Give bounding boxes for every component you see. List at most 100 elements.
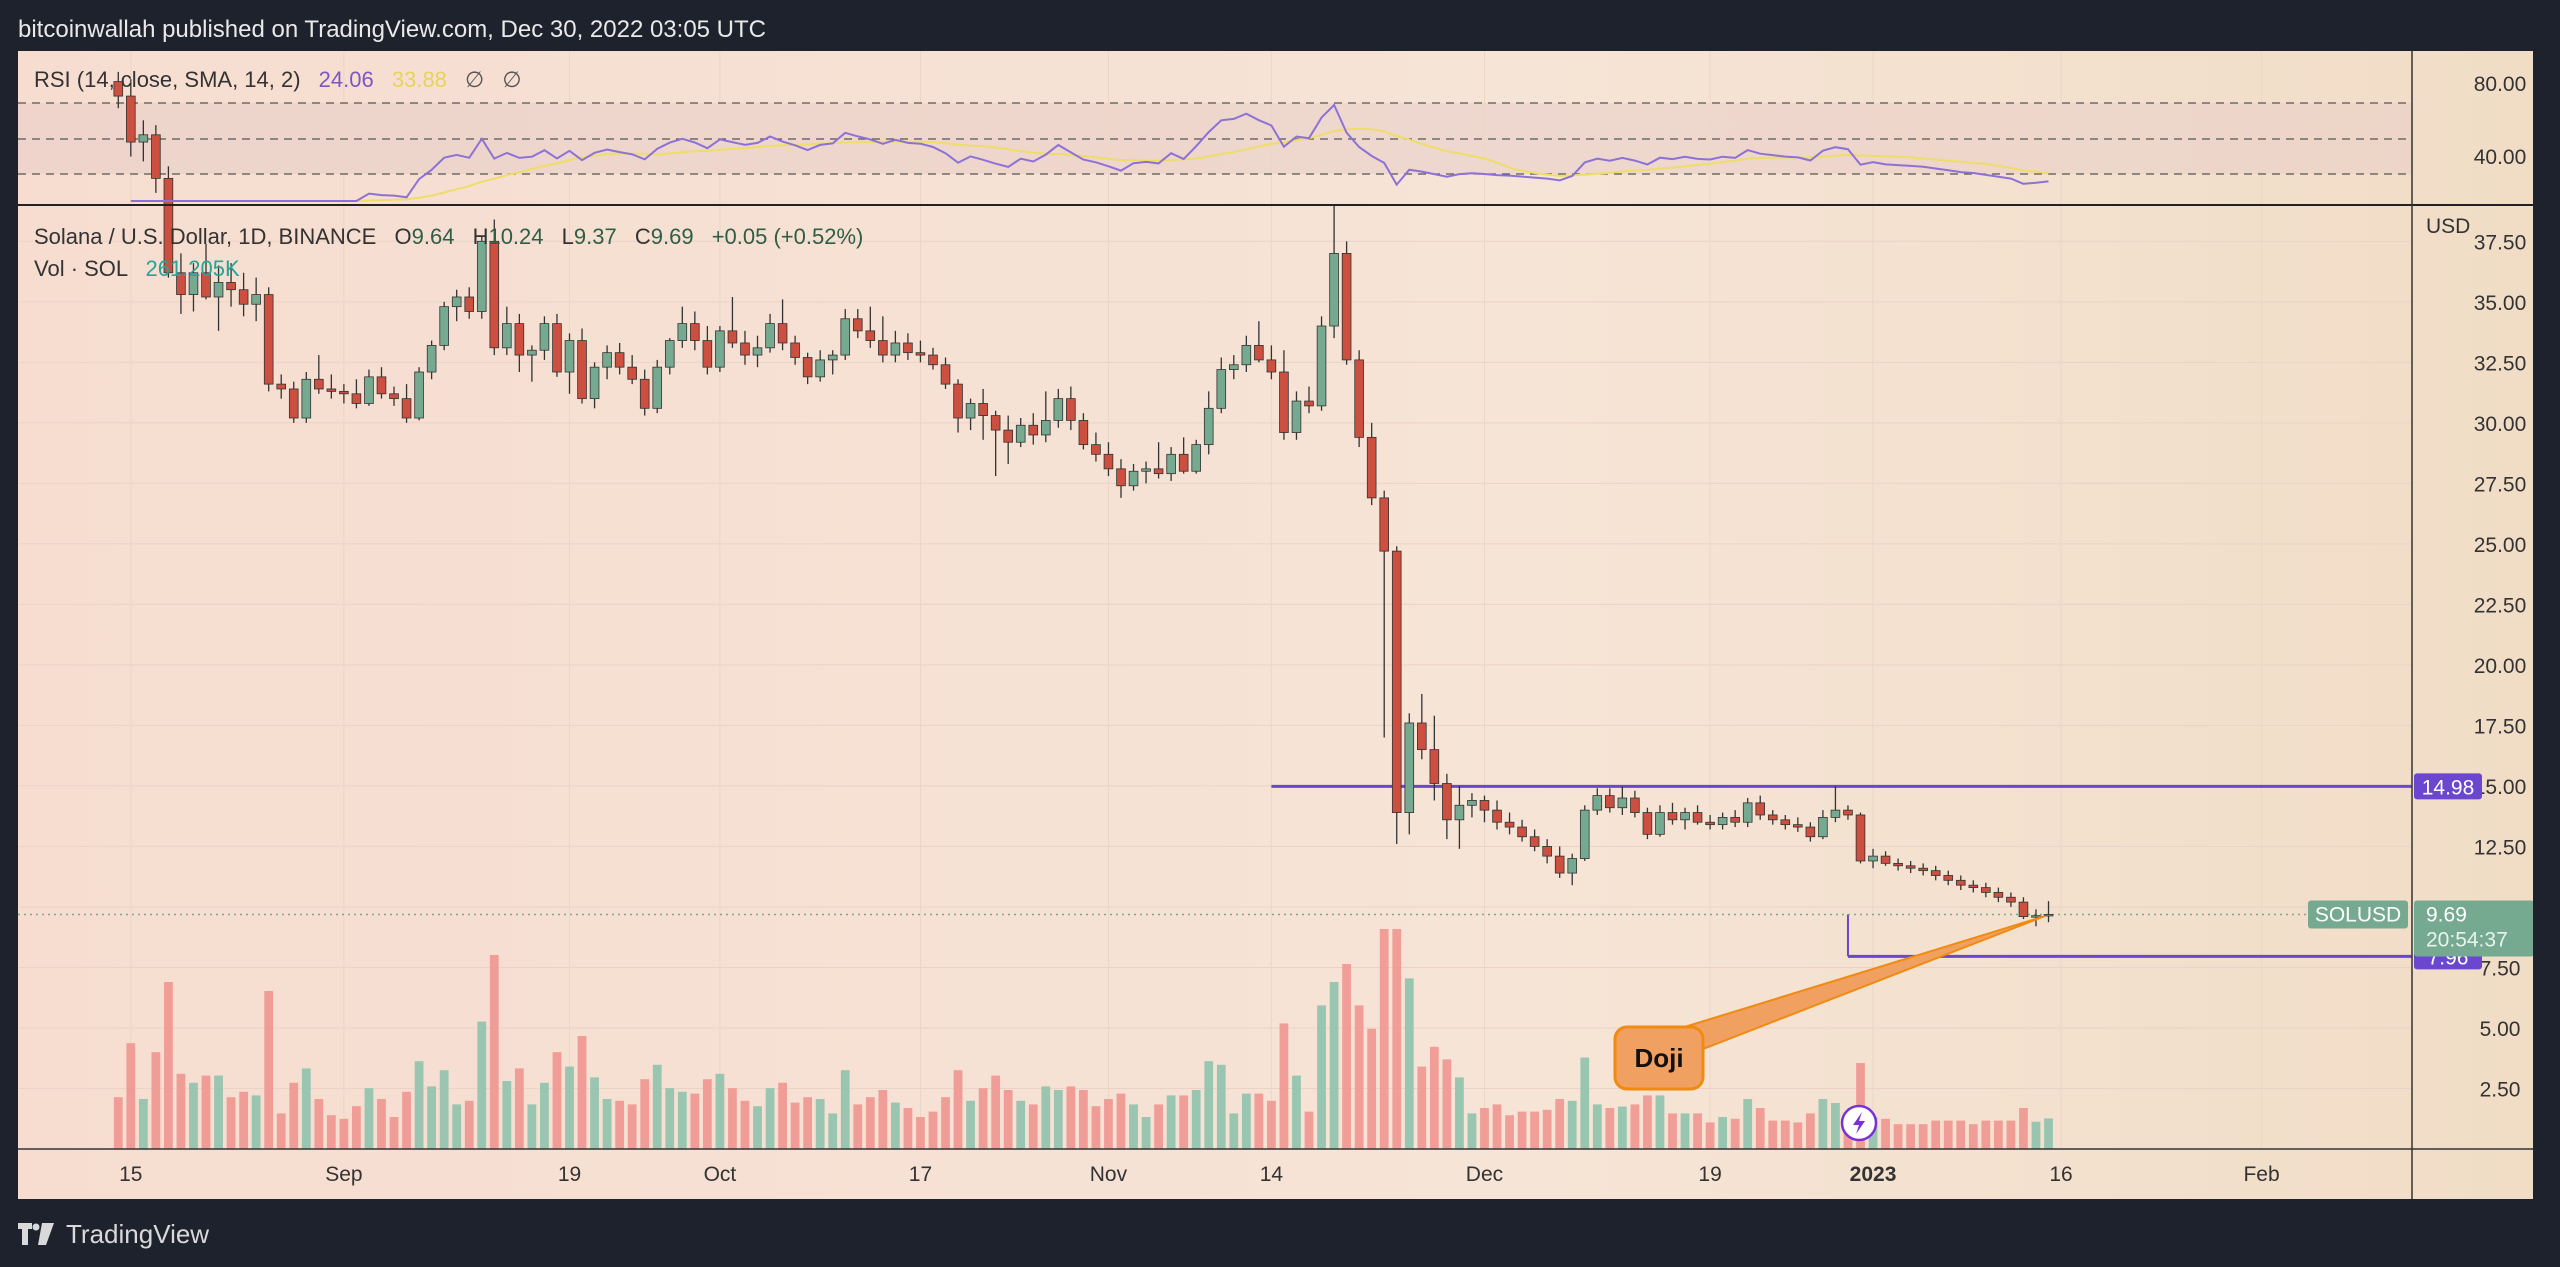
candle-body (1656, 813, 1665, 835)
candle-body (1706, 822, 1715, 824)
price-tick-label: 17.50 (2474, 715, 2527, 738)
volume-bar (126, 1043, 135, 1149)
main-legend[interactable]: Solana / U.S. Dollar, 1D, BINANCE O9.64 … (34, 224, 863, 249)
volume-bar (841, 1070, 850, 1149)
tradingview-brand[interactable]: TradingView (66, 1219, 209, 1250)
candle-body (277, 384, 286, 389)
candle-body (1605, 796, 1614, 808)
candle-body (1981, 888, 1990, 893)
time-tick-label: 16 (2049, 1163, 2072, 1186)
candle-body (1217, 370, 1226, 409)
candle-body (2007, 897, 2016, 902)
volume-bar (151, 1052, 160, 1149)
candle-body (1881, 856, 1890, 863)
candle-body (640, 379, 649, 408)
volume-bar (1367, 1029, 1376, 1149)
volume-bar (1994, 1121, 2003, 1149)
open-value: 9.64 (412, 224, 455, 249)
candle-body (1405, 723, 1414, 813)
currency-label: USD (2426, 215, 2470, 238)
candle-body (791, 343, 800, 358)
time-tick-label: 2023 (1850, 1163, 1897, 1186)
candle-body (1154, 469, 1163, 474)
volume-bar (1919, 1124, 1928, 1149)
candle-body (853, 319, 862, 331)
volume-bar (202, 1076, 211, 1149)
rsi-legend-title: RSI (14, close, SMA, 14, 2) (34, 67, 301, 92)
volume-bar (1330, 982, 1339, 1149)
volume-bar (640, 1079, 649, 1149)
candle-body (477, 241, 486, 311)
rsi-legend-na-1: ∅ (465, 67, 484, 92)
candle-body (603, 353, 612, 368)
candle-body (365, 377, 374, 404)
volume-bar (916, 1117, 925, 1149)
volume-bar (1380, 929, 1389, 1149)
candle-body (1280, 372, 1289, 433)
price-axis[interactable]: 2.505.007.5010.0012.5015.0017.5020.0022.… (2474, 231, 2527, 1101)
volume-bar (1568, 1101, 1577, 1149)
candle-body (2044, 914, 2053, 916)
candle-body (264, 295, 273, 385)
chart-area[interactable]: 2.505.007.5010.0012.5015.0017.5020.0022.… (18, 51, 2533, 1199)
tradingview-logo-icon[interactable] (18, 1223, 54, 1245)
volume-bar (941, 1097, 950, 1149)
time-tick-label: Feb (2243, 1163, 2279, 1186)
resistance-price-tag[interactable]: 14.98 (2414, 773, 2482, 799)
volume-bar (1693, 1113, 1702, 1149)
resistance-price-label: 14.98 (2422, 776, 2475, 799)
candle-body (1643, 813, 1652, 835)
volume-bar (1956, 1121, 1965, 1149)
footer: TradingView (18, 1214, 209, 1254)
volume-bar (1417, 1067, 1426, 1149)
candle-body (1417, 723, 1426, 750)
volume-value: 261.205K (145, 256, 240, 281)
candle-body (1894, 863, 1903, 865)
volume-bar (1154, 1104, 1163, 1149)
volume-bar (339, 1119, 348, 1149)
price-chart[interactable]: 2.505.007.5010.0012.5015.0017.5020.0022.… (18, 51, 2533, 1199)
close-label: C (635, 224, 651, 249)
volume-bar (1605, 1108, 1614, 1149)
volume-bar (1142, 1117, 1151, 1149)
candle-body (578, 341, 587, 399)
candle-body (1718, 817, 1727, 824)
volume-bar (114, 1097, 123, 1149)
volume-bar (227, 1097, 236, 1149)
volume-bar (1618, 1107, 1627, 1149)
candle-body (1994, 892, 2003, 897)
volume-bar (1117, 1094, 1126, 1149)
replay-lightning-icon[interactable] (1842, 1106, 1876, 1140)
rsi-legend[interactable]: RSI (14, close, SMA, 14, 2) 24.06 33.88 … (34, 67, 522, 92)
volume-bar (1342, 964, 1351, 1149)
candle-body (1756, 803, 1765, 815)
candle-body (1054, 399, 1063, 421)
candle-body (1016, 425, 1025, 442)
volume-bar (1355, 1005, 1364, 1149)
volume-bar (1643, 1095, 1652, 1149)
candle-body (1831, 810, 1840, 817)
candle-body (314, 379, 323, 389)
volume-bar (1016, 1101, 1025, 1149)
candle-body (1092, 445, 1101, 455)
time-tick-label: 19 (1698, 1163, 1721, 1186)
candle-body (1781, 820, 1790, 825)
volume-bar (327, 1115, 336, 1149)
volume-bar (565, 1067, 574, 1149)
price-tick-label: 30.00 (2474, 413, 2527, 436)
candle-body (1355, 360, 1364, 437)
volume-bar (1555, 1099, 1564, 1149)
candle-body (1530, 837, 1539, 847)
candle-body (728, 331, 737, 343)
volume-bar (1718, 1117, 1727, 1149)
time-tick-label: Oct (704, 1163, 737, 1186)
volume-bar (415, 1061, 424, 1149)
volume-bar (477, 1022, 486, 1149)
candle-body (1167, 454, 1176, 473)
candle-body (1079, 420, 1088, 444)
candle-body (703, 341, 712, 368)
candle-body (502, 324, 511, 348)
volume-bar (966, 1101, 975, 1149)
candle-body (252, 295, 261, 305)
candle-body (1681, 813, 1690, 820)
